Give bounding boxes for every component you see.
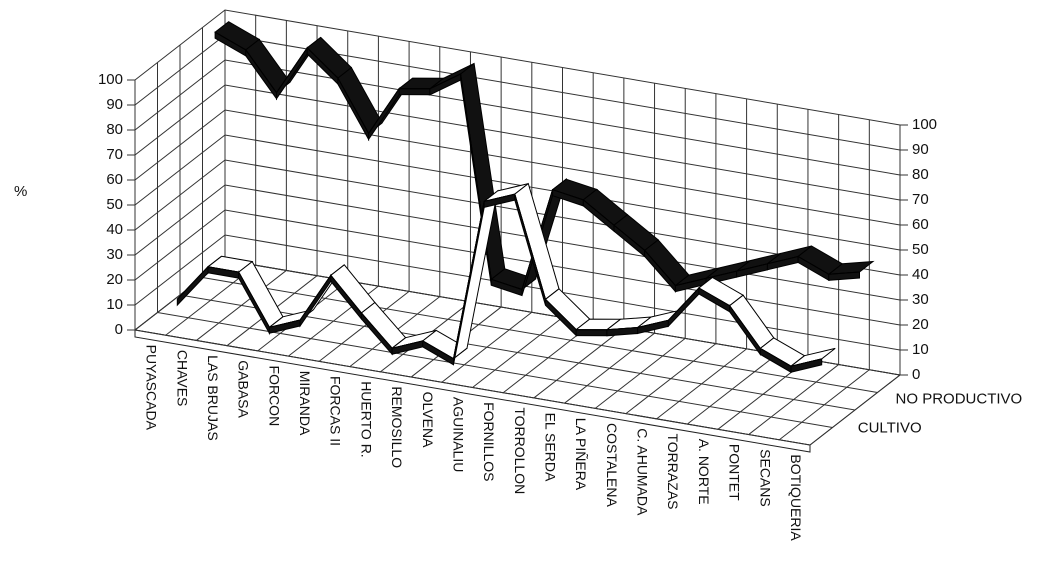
y-tick-label: 0 <box>912 366 920 383</box>
grid-line <box>134 59 901 176</box>
y-tick-label: 10 <box>106 296 123 313</box>
y-tick-label: 60 <box>106 171 123 188</box>
y-tick-label: 50 <box>106 196 123 213</box>
y-tick-label: 20 <box>106 271 123 288</box>
grid-line <box>134 9 901 126</box>
y-tick-label: 10 <box>912 341 929 358</box>
x-tick-label: AGUINALIU <box>450 397 466 472</box>
x-tick-label: PONTET <box>727 444 743 501</box>
y-tick-label: 100 <box>98 71 123 88</box>
floor-grid <box>202 277 878 393</box>
y-tick-label: 20 <box>912 316 929 333</box>
y-tick-label: 70 <box>912 191 929 208</box>
y-tick-label: 50 <box>912 241 929 258</box>
x-tick-label: CHAVES <box>174 350 190 407</box>
y-tick-label: 100 <box>912 116 937 133</box>
x-tick-label: REMOSILLO <box>389 386 405 468</box>
x-tick-label: EL SERDA <box>543 413 559 482</box>
x-tick-label: A. NORTE <box>696 439 712 505</box>
y-tick-label: 80 <box>106 121 123 138</box>
x-tick-label: TORRAZAS <box>665 433 681 509</box>
x-tick-label: OLVENA <box>420 392 436 448</box>
grid-line <box>134 134 901 251</box>
legend-label: NO PRODUCTIVO <box>896 390 1023 407</box>
y-tick-label: 60 <box>912 216 929 233</box>
y-axis-label: % <box>14 183 27 200</box>
x-tick-label: COSTALENA <box>604 423 620 507</box>
x-tick-label: FORCON <box>266 366 282 427</box>
y-tick-label: 90 <box>912 141 929 158</box>
grid-line <box>134 159 901 276</box>
y-tick-label: 30 <box>912 291 929 308</box>
grid-line <box>134 109 901 226</box>
y-tick-label: 40 <box>106 221 123 238</box>
x-tick-label: FORNILLOS <box>481 402 497 481</box>
x-tick-label: BOTIQUERIA <box>788 454 804 541</box>
y-tick-label: 90 <box>106 96 123 113</box>
x-tick-label: FORCAS II <box>328 376 344 446</box>
legend-label: CULTIVO <box>858 420 922 437</box>
series-line <box>176 193 822 367</box>
x-tick-label: GABASA <box>236 360 252 418</box>
x-tick-label: LA PIÑERA <box>573 418 589 491</box>
y-tick-label: 80 <box>912 166 929 183</box>
x-tick-label: C. AHUMADA <box>635 428 651 516</box>
ribbon-side <box>398 88 431 96</box>
ribbon-side <box>667 286 700 328</box>
x-tick-label: SECANS <box>757 449 773 507</box>
floor-grid <box>134 329 811 446</box>
x-tick-label: PUYASCADA <box>144 345 160 431</box>
y-tick-label: 30 <box>106 246 123 263</box>
y-tick-label: 40 <box>912 266 929 283</box>
x-tick-label: MIRANDA <box>297 371 313 436</box>
x-tick-label: LAS BRUJAS <box>205 355 221 441</box>
x-tick-label: HUERTO R. <box>358 381 374 458</box>
y-tick-label: 70 <box>106 146 123 163</box>
x-tick-label: TORROLLON <box>512 407 528 494</box>
grid-line <box>134 84 901 201</box>
y-tick-label: 0 <box>115 321 123 338</box>
ribbon-side <box>575 329 608 337</box>
